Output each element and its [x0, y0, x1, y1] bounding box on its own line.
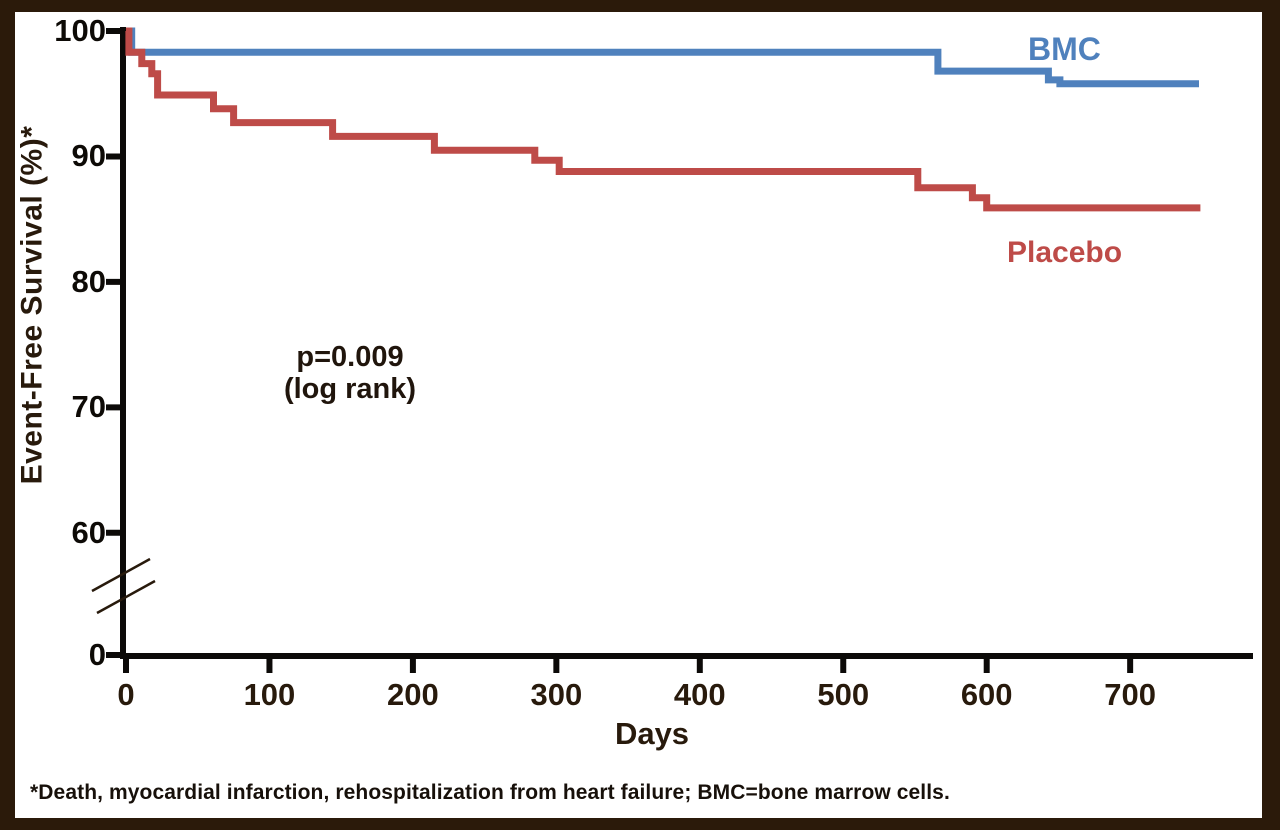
x-tick-label: 700 [1104, 677, 1156, 712]
p-value-annotation: p=0.009 (log rank) [230, 341, 470, 405]
p-value-line: p=0.009 [296, 341, 404, 373]
y-tick-label: 60 [71, 514, 106, 550]
axis-break-slash [96, 579, 156, 615]
axis-break-slash [91, 557, 151, 593]
x-tick-label: 600 [960, 677, 1013, 712]
y-tick-label: 100 [54, 13, 106, 48]
y-tick-label: 70 [71, 389, 106, 425]
x-tick-label: 500 [817, 677, 870, 712]
x-tick-label: 100 [243, 677, 296, 712]
y-tick-label: 0 [88, 637, 106, 672]
y-axis-title: Event-Free Survival (%)* [15, 125, 49, 485]
series-label-placebo: Placebo [1007, 236, 1123, 269]
x-tick-label: 400 [673, 677, 726, 712]
y-tick-label: 80 [71, 263, 106, 299]
series-label-bmc: BMC [1028, 31, 1101, 67]
footnote: *Death, myocardial infarction, rehospita… [30, 781, 950, 804]
x-tick-label: 200 [387, 677, 439, 712]
placebo-curve [125, 27, 1201, 212]
plot-background [15, 12, 1262, 818]
log-rank-line: (log rank) [283, 373, 417, 405]
x-axis-title: Days [614, 716, 690, 751]
y-tick-label: 90 [71, 138, 106, 174]
x-tick-label: 0 [117, 677, 135, 712]
x-tick-label: 300 [530, 677, 583, 712]
